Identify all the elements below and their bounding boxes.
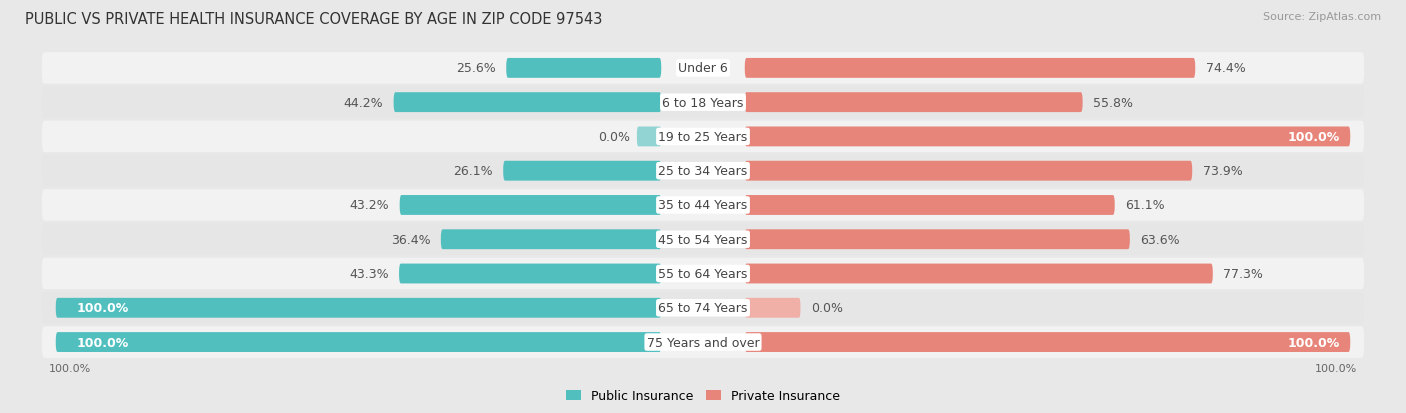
Text: 35 to 44 Years: 35 to 44 Years: [658, 199, 748, 212]
Text: 100.0%: 100.0%: [77, 336, 129, 349]
Text: 74.4%: 74.4%: [1206, 62, 1246, 75]
FancyBboxPatch shape: [42, 327, 1364, 358]
Text: 77.3%: 77.3%: [1223, 267, 1263, 280]
Text: 44.2%: 44.2%: [343, 96, 384, 109]
Text: 19 to 25 Years: 19 to 25 Years: [658, 131, 748, 144]
FancyBboxPatch shape: [506, 59, 661, 78]
Text: 6 to 18 Years: 6 to 18 Years: [662, 96, 744, 109]
FancyBboxPatch shape: [441, 230, 661, 249]
Text: 75 Years and over: 75 Years and over: [647, 336, 759, 349]
Text: 25 to 34 Years: 25 to 34 Years: [658, 165, 748, 178]
FancyBboxPatch shape: [42, 53, 1364, 84]
FancyBboxPatch shape: [42, 258, 1364, 290]
Text: 55.8%: 55.8%: [1092, 96, 1133, 109]
FancyBboxPatch shape: [399, 195, 661, 216]
Text: 0.0%: 0.0%: [811, 301, 842, 315]
Text: 0.0%: 0.0%: [598, 131, 630, 144]
FancyBboxPatch shape: [745, 195, 1115, 216]
Text: 55 to 64 Years: 55 to 64 Years: [658, 267, 748, 280]
Text: 36.4%: 36.4%: [391, 233, 430, 246]
FancyBboxPatch shape: [745, 127, 1350, 147]
Text: PUBLIC VS PRIVATE HEALTH INSURANCE COVERAGE BY AGE IN ZIP CODE 97543: PUBLIC VS PRIVATE HEALTH INSURANCE COVER…: [25, 12, 603, 27]
Text: 26.1%: 26.1%: [453, 165, 492, 178]
Text: 43.2%: 43.2%: [350, 199, 389, 212]
FancyBboxPatch shape: [56, 332, 661, 352]
FancyBboxPatch shape: [745, 298, 800, 318]
Text: 100.0%: 100.0%: [1288, 336, 1340, 349]
FancyBboxPatch shape: [745, 264, 1213, 284]
Text: 25.6%: 25.6%: [456, 62, 496, 75]
FancyBboxPatch shape: [42, 121, 1364, 153]
FancyBboxPatch shape: [56, 298, 661, 318]
Text: 100.0%: 100.0%: [1288, 131, 1340, 144]
FancyBboxPatch shape: [394, 93, 661, 113]
Text: 100.0%: 100.0%: [1315, 363, 1357, 373]
Text: 65 to 74 Years: 65 to 74 Years: [658, 301, 748, 315]
FancyBboxPatch shape: [42, 292, 1364, 324]
FancyBboxPatch shape: [42, 224, 1364, 255]
FancyBboxPatch shape: [42, 156, 1364, 187]
FancyBboxPatch shape: [42, 190, 1364, 221]
Text: 61.1%: 61.1%: [1125, 199, 1164, 212]
Text: 100.0%: 100.0%: [77, 301, 129, 315]
FancyBboxPatch shape: [503, 161, 661, 181]
FancyBboxPatch shape: [745, 59, 1195, 78]
Text: Under 6: Under 6: [678, 62, 728, 75]
Text: 45 to 54 Years: 45 to 54 Years: [658, 233, 748, 246]
Text: 43.3%: 43.3%: [349, 267, 388, 280]
FancyBboxPatch shape: [745, 161, 1192, 181]
FancyBboxPatch shape: [42, 87, 1364, 119]
FancyBboxPatch shape: [745, 93, 1083, 113]
FancyBboxPatch shape: [745, 230, 1130, 249]
FancyBboxPatch shape: [399, 264, 661, 284]
FancyBboxPatch shape: [637, 127, 661, 147]
Text: 73.9%: 73.9%: [1202, 165, 1243, 178]
FancyBboxPatch shape: [745, 332, 1350, 352]
Text: 100.0%: 100.0%: [49, 363, 91, 373]
Legend: Public Insurance, Private Insurance: Public Insurance, Private Insurance: [567, 389, 839, 402]
Text: 63.6%: 63.6%: [1140, 233, 1180, 246]
Text: Source: ZipAtlas.com: Source: ZipAtlas.com: [1263, 12, 1381, 22]
